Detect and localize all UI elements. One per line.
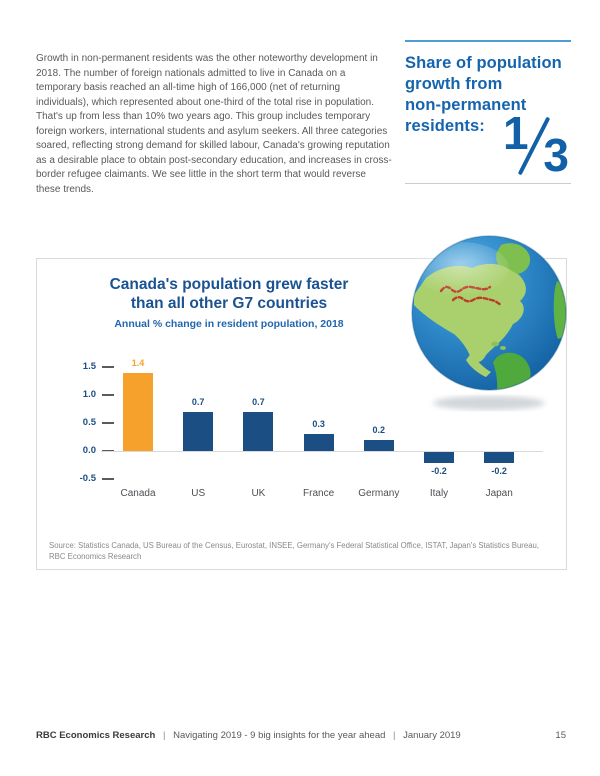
bar-value-label: 0.7: [191, 396, 205, 407]
footer-separator: |: [162, 730, 166, 741]
bar-value-label: -0.2: [431, 466, 447, 477]
fraction-denominator: 3: [543, 129, 569, 181]
x-axis-category-label: Japan: [485, 488, 513, 499]
callout-heading-line: residents:: [405, 117, 485, 135]
y-axis-tick-mark: [102, 394, 114, 396]
callout-heading-line: growth from: [405, 75, 503, 93]
y-axis-tick-mark: [102, 478, 114, 480]
chart-title-line: than all other G7 countries: [130, 295, 328, 312]
x-axis-zero-line: [101, 451, 543, 452]
y-axis-tick-mark: [102, 366, 114, 368]
x-axis-category-label: UK: [251, 488, 266, 499]
x-axis-category-label: France: [303, 488, 335, 499]
callout-top-rule: [405, 40, 571, 42]
callout-bottom-rule: [405, 183, 571, 184]
fraction-numerator: 1: [503, 107, 529, 159]
bar-italy: [424, 452, 454, 464]
chart-source-line: Source: Statistics Canada, US Bureau of …: [49, 541, 540, 550]
one-third-fraction: 1 3: [503, 107, 569, 182]
page-number: 15: [555, 730, 566, 741]
bar-canada: [123, 372, 153, 451]
bar-value-label: 0.2: [372, 424, 386, 435]
x-axis-category-label: Italy: [429, 488, 449, 499]
chart-source-line: RBC Economics Research: [49, 551, 142, 561]
chart-source: Source: Statistics Canada, US Bureau of …: [49, 541, 552, 562]
callout-heading-line: Share of population: [405, 54, 562, 72]
page-footer: RBC Economics Research | Navigating 2019…: [36, 730, 566, 741]
y-axis-tick-mark: [102, 422, 114, 424]
x-axis-category-label: Germany: [358, 488, 400, 499]
bar-uk: [243, 411, 274, 451]
footer-separator: |: [393, 730, 396, 741]
globe-earth-americas-icon: [411, 235, 567, 410]
chart-title: Canada's population grew faster than all…: [37, 275, 421, 313]
chart-subtitle: Annual % change in resident population, …: [114, 318, 344, 330]
x-axis-category-label: Canada: [120, 488, 156, 499]
y-axis-tick-label: -0.5: [79, 473, 96, 484]
chart-title-line: Canada's population grew faster: [109, 276, 349, 293]
bar-japan: [484, 452, 515, 464]
callout-share-of-growth: Share of population growth from non-perm…: [405, 40, 571, 184]
bar-germany: [363, 439, 394, 451]
bar-value-label: 1.4: [131, 357, 145, 368]
callout-heading: Share of population growth from non-perm…: [405, 53, 571, 137]
bar-chart: 1.5 1.0 0.5 0.0 -0.5 1.4 Canada 0.7 US 0.7 UK 0.3 Fr…: [37, 259, 566, 569]
bar-value-label: 0.3: [312, 419, 325, 430]
x-axis-category-label: US: [191, 488, 206, 499]
y-axis-tick-label: 0.0: [82, 445, 96, 456]
y-axis-tick-label: 0.5: [82, 417, 96, 428]
chart-panel: Canada's population grew faster than all…: [36, 235, 567, 570]
bar-france: [303, 434, 334, 451]
footer-left: RBC Economics Research | Navigating 2019…: [36, 730, 461, 741]
bar-us: [183, 411, 214, 451]
y-axis-tick-label: 1.0: [82, 389, 96, 400]
bar-value-label: 0.7: [252, 396, 265, 407]
bar-value-label: -0.2: [491, 466, 507, 477]
intro-paragraph: Growth in non-permanent residents was th…: [36, 53, 392, 195]
callout-heading-line: non-permanent: [405, 96, 527, 114]
footer-tagline: Navigating 2019 - 9 big insights for the…: [173, 730, 386, 741]
footer-date: January 2019: [403, 730, 461, 741]
footer-brand: RBC Economics Research: [36, 730, 156, 741]
y-axis-tick-label: 1.5: [82, 361, 96, 372]
